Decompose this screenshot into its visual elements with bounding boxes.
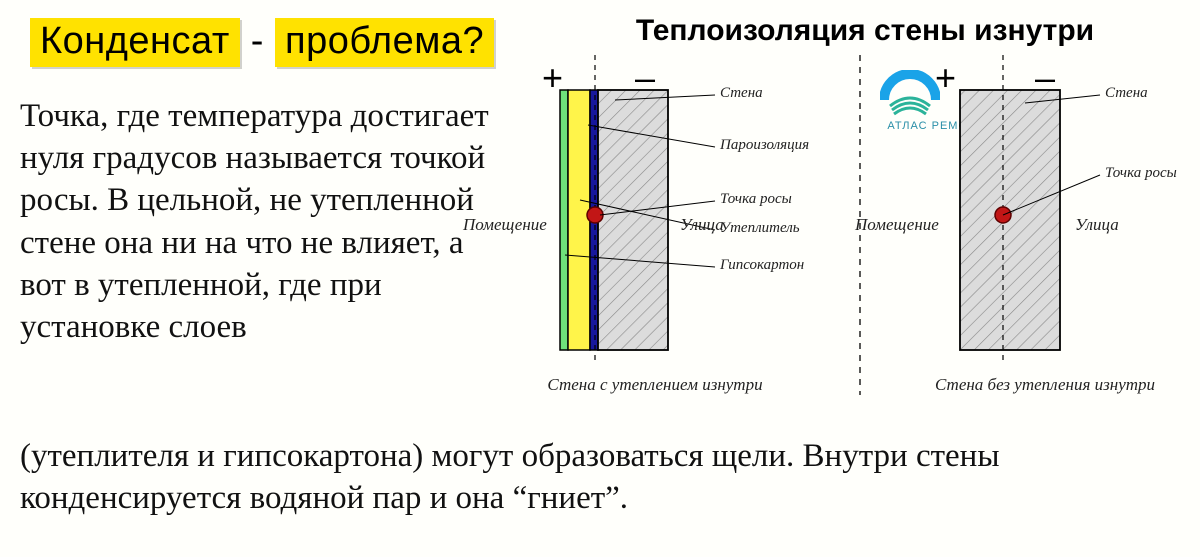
- callout-wall-right: Стена: [1105, 85, 1148, 102]
- minus-left: –: [635, 57, 655, 99]
- street-label-left: Улица: [680, 215, 724, 235]
- headline-dash: -: [240, 20, 275, 62]
- callout-insul-left: Утеплитель: [720, 220, 800, 237]
- callout-dew-right: Точка росы: [1105, 165, 1177, 182]
- headline: Конденсат - проблема?: [30, 18, 494, 67]
- room-label-right: Помещение: [855, 215, 939, 235]
- callout-wall-left: Стена: [720, 85, 763, 102]
- street-label-right: Улица: [1075, 215, 1119, 235]
- caption-right: Стена без утепления изнутри: [895, 375, 1195, 395]
- callout-vapor-left: Пароизоляция: [720, 137, 809, 154]
- body-text-narrow: Точка, где температура достигает нуля гр…: [20, 95, 495, 348]
- body-text-wide: (утеплителя и гипсокартона) могут образо…: [20, 435, 1180, 519]
- room-label-left: Помещение: [463, 215, 547, 235]
- diagram-title: Теплоизоляция стены изнутри: [540, 14, 1190, 48]
- callout-gypsum-left: Гипсокартон: [720, 257, 804, 274]
- caption-left: Стена с утеплением изнутри: [505, 375, 805, 395]
- headline-part2: проблема?: [275, 18, 494, 67]
- minus-right: –: [1035, 57, 1055, 99]
- callout-dew-left: Точка росы: [720, 191, 792, 208]
- diagram-area: +–+–ПомещениеУлицаПомещениеУлицаСтенаПар…: [505, 55, 1195, 440]
- plus-right: +: [935, 57, 956, 99]
- plus-left: +: [542, 57, 563, 99]
- headline-part1: Конденсат: [30, 18, 240, 67]
